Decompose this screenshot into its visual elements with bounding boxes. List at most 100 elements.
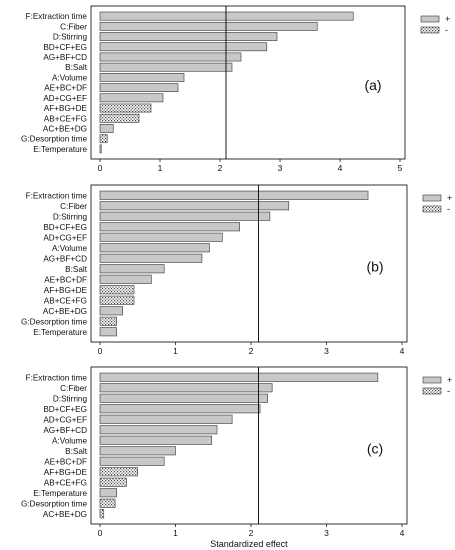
bar-label: D:Stirring <box>53 33 88 42</box>
bar <box>99 404 261 414</box>
bar-label: E:Temperature <box>33 489 87 498</box>
bar <box>99 62 233 72</box>
bar-label: B:Salt <box>65 447 88 456</box>
bar <box>99 32 278 41</box>
bar <box>99 498 116 508</box>
plot-frame <box>90 184 408 343</box>
x-tick-label: 1 <box>173 346 178 356</box>
bar-label: AE+BC+DF <box>44 457 87 466</box>
x-tick-label: 4 <box>400 346 405 356</box>
x-tick-label: 4 <box>400 528 405 538</box>
bar <box>99 222 240 232</box>
bar <box>99 93 164 103</box>
plot-frame <box>90 5 406 160</box>
bar-label: AG+BF+CD <box>43 53 87 62</box>
bar-label: A:Volume <box>52 436 87 445</box>
bar <box>99 113 140 123</box>
bar <box>99 274 152 284</box>
bar-label: AB+CE+FG <box>44 478 87 487</box>
bar-label: E:Temperature <box>33 145 87 154</box>
x-tick-label: 3 <box>324 346 329 356</box>
bar-label: BD+CF+EG <box>43 43 87 52</box>
bar-label: AD+CG+EF <box>43 94 87 103</box>
bar <box>99 477 127 487</box>
bar-label: BD+CF+EG <box>43 223 87 232</box>
legend-entry: - <box>445 25 448 35</box>
bar-label: G:Desorption time <box>21 317 87 326</box>
bar-label: AF+BG+DE <box>44 286 88 295</box>
legend-swatch <box>422 387 442 395</box>
bar <box>99 295 135 305</box>
bar <box>99 306 123 316</box>
x-tick-label: 3 <box>278 163 283 173</box>
bar-label: AG+BF+CD <box>43 254 87 263</box>
bar-label: AC+BE+DG <box>43 124 87 133</box>
legend-swatch <box>422 205 442 213</box>
bar <box>99 201 290 211</box>
bar-label: G:Desorption time <box>21 499 87 508</box>
bar <box>99 83 179 92</box>
bar-label: B:Salt <box>65 63 88 72</box>
bar <box>99 232 223 242</box>
bar <box>99 446 176 456</box>
bar <box>99 316 117 326</box>
bar <box>99 21 318 31</box>
bar <box>99 73 185 82</box>
panel-label: (a) <box>364 77 381 93</box>
bar-label: A:Volume <box>52 244 87 253</box>
bar-label: F:Extraction time <box>26 191 88 200</box>
bar <box>99 425 218 435</box>
bar-label: AF+BG+DE <box>44 468 88 477</box>
bar-label: AC+BE+DG <box>43 510 87 519</box>
bar-label: G:Desorption time <box>21 135 87 144</box>
bar <box>99 467 139 477</box>
bar-label: AD+CG+EF <box>43 415 87 424</box>
bar <box>99 414 233 424</box>
bar-label: BD+CF+EG <box>43 405 87 414</box>
bar-label: F:Extraction time <box>26 373 88 382</box>
panel-label: (c) <box>367 440 383 456</box>
bar <box>99 253 203 263</box>
bar <box>99 103 152 113</box>
bar-label: AB+CE+FG <box>44 296 87 305</box>
x-tick-label: 0 <box>98 163 103 173</box>
bar <box>99 285 135 295</box>
bar <box>99 383 273 393</box>
legend-swatch <box>420 15 440 23</box>
bar <box>99 42 268 52</box>
bar-label: B:Salt <box>65 265 88 274</box>
bar <box>99 144 102 154</box>
bar-label: E:Temperature <box>33 328 87 337</box>
bar <box>99 134 108 144</box>
legend-swatch <box>422 376 442 384</box>
bar-label: C:Fiber <box>60 202 87 211</box>
bar-label: D:Stirring <box>53 212 88 221</box>
bar-label: A:Volume <box>52 73 87 82</box>
bar <box>99 372 379 382</box>
bar-label: AE+BC+DF <box>44 84 87 93</box>
bar-label: AB+CE+FG <box>44 114 87 123</box>
x-tick-label: 4 <box>338 163 343 173</box>
legend-entry: - <box>447 386 450 396</box>
legend-entry: + <box>447 375 452 385</box>
legend-swatch <box>422 194 442 202</box>
bar <box>99 243 210 253</box>
bar-label: AC+BE+DG <box>43 307 87 316</box>
bar <box>99 124 114 133</box>
bar-label: AF+BG+DE <box>44 104 88 113</box>
bar <box>99 264 165 274</box>
x-tick-label: 5 <box>398 163 403 173</box>
plot-frame <box>90 366 408 525</box>
x-tick-label: 2 <box>249 346 254 356</box>
x-tick-label: 1 <box>173 528 178 538</box>
x-tick-label: 3 <box>324 528 329 538</box>
x-tick-label: 2 <box>218 163 223 173</box>
x-tick-label: 2 <box>249 528 254 538</box>
bar-label: AD+CG+EF <box>43 233 87 242</box>
bar-label: AE+BC+DF <box>44 275 87 284</box>
legend-entry: + <box>445 14 450 24</box>
x-tick-label: 0 <box>98 528 103 538</box>
